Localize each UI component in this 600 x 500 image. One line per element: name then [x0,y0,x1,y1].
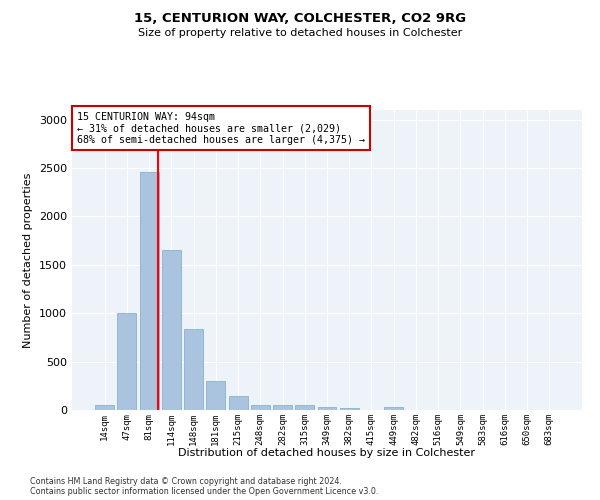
Bar [118,313,136,410]
Bar [206,381,225,410]
Text: Size of property relative to detached houses in Colchester: Size of property relative to detached ho… [138,28,462,38]
Bar [184,328,203,410]
Bar [317,407,337,410]
Bar [340,408,359,410]
Bar [295,404,314,410]
Bar [251,404,270,410]
Bar [229,396,248,410]
Text: Distribution of detached houses by size in Colchester: Distribution of detached houses by size … [179,448,476,458]
Bar [384,407,403,410]
Y-axis label: Number of detached properties: Number of detached properties [23,172,34,348]
Bar [162,250,181,410]
Text: Contains HM Land Registry data © Crown copyright and database right 2024.: Contains HM Land Registry data © Crown c… [30,478,342,486]
Text: Contains public sector information licensed under the Open Government Licence v3: Contains public sector information licen… [30,488,379,496]
Bar [273,404,292,410]
Text: 15 CENTURION WAY: 94sqm
← 31% of detached houses are smaller (2,029)
68% of semi: 15 CENTURION WAY: 94sqm ← 31% of detache… [77,112,365,144]
Text: 15, CENTURION WAY, COLCHESTER, CO2 9RG: 15, CENTURION WAY, COLCHESTER, CO2 9RG [134,12,466,26]
Bar [95,404,114,410]
Bar [140,172,158,410]
